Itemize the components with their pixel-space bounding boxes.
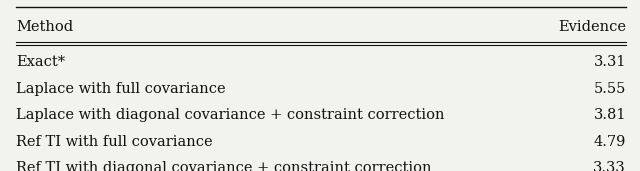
Text: 3.31: 3.31 — [593, 55, 626, 69]
Text: Exact*: Exact* — [16, 55, 65, 69]
Text: 3.33: 3.33 — [593, 161, 626, 171]
Text: 5.55: 5.55 — [593, 82, 626, 96]
Text: Ref TI with full covariance: Ref TI with full covariance — [16, 135, 212, 149]
Text: Ref TI with diagonal covariance + constraint correction: Ref TI with diagonal covariance + constr… — [16, 161, 431, 171]
Text: Laplace with full covariance: Laplace with full covariance — [16, 82, 226, 96]
Text: Evidence: Evidence — [558, 19, 626, 34]
Text: Laplace with diagonal covariance + constraint correction: Laplace with diagonal covariance + const… — [16, 108, 445, 122]
Text: Method: Method — [16, 19, 73, 34]
Text: 4.79: 4.79 — [593, 135, 626, 149]
Text: 3.81: 3.81 — [593, 108, 626, 122]
